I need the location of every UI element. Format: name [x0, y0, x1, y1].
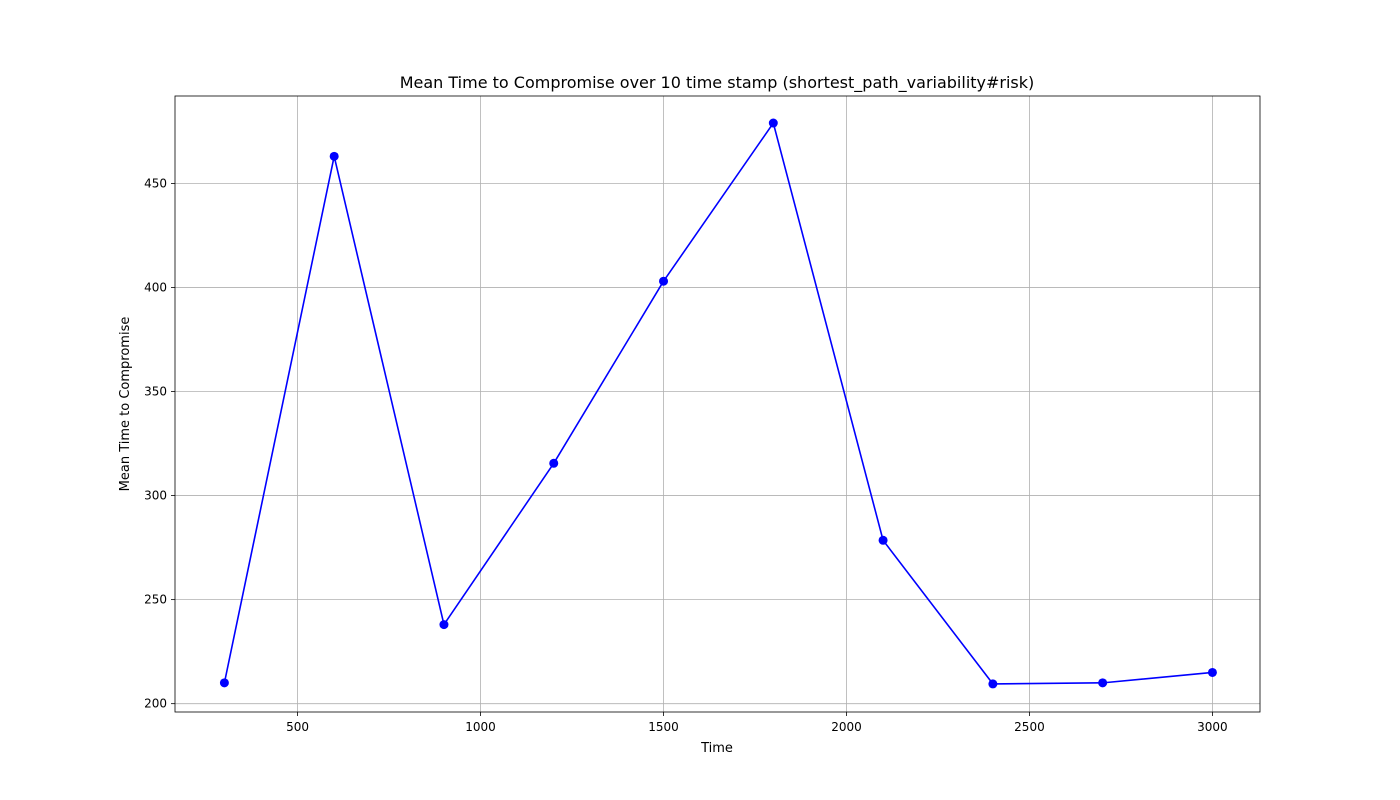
data-point: [549, 458, 559, 468]
chart-title: Mean Time to Compromise over 10 time sta…: [400, 73, 1035, 93]
x-tick-label: 2500: [1014, 720, 1045, 734]
y-tick-label: 250: [144, 593, 167, 607]
y-axis: 200 250 300 350 400 450: [144, 176, 175, 711]
data-point: [768, 118, 778, 128]
data-point: [329, 151, 339, 161]
series-line: [223, 122, 1213, 685]
x-tick-label: 1000: [465, 720, 496, 734]
y-tick-label: 450: [144, 176, 167, 190]
x-tick-label: 3000: [1197, 720, 1228, 734]
y-axis-label: Mean Time to Compromise: [118, 317, 133, 492]
x-axis-label: Time: [700, 741, 733, 756]
x-tick-label: 1500: [648, 720, 679, 734]
data-point: [439, 620, 449, 630]
y-tick-label: 350: [144, 385, 167, 399]
x-tick-label: 2000: [831, 720, 862, 734]
y-tick-label: 200: [144, 697, 167, 711]
data-point: [1207, 667, 1217, 677]
data-point: [988, 679, 998, 689]
grid-lines: [175, 96, 1260, 712]
x-tick-label: 500: [286, 720, 309, 734]
data-point: [219, 678, 229, 688]
y-tick-label: 300: [144, 489, 167, 503]
x-axis: 500 1000 1500 2000 2500 3000: [286, 712, 1228, 734]
data-point: [878, 535, 888, 545]
plot-frame: [174, 95, 1261, 713]
y-tick-label: 400: [144, 280, 167, 294]
series-layer: [219, 118, 1217, 689]
data-point: [659, 276, 669, 286]
data-point: [1098, 678, 1108, 688]
